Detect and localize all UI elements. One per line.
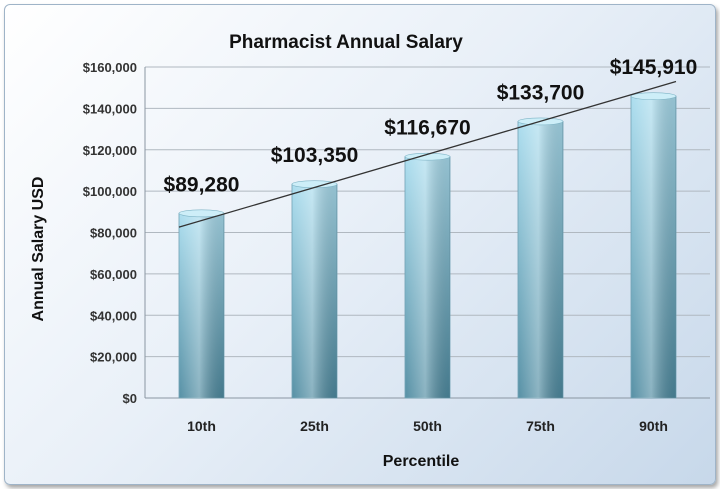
data-labels: $89,280 $103,350 $116,670 $133,700 $145,910 <box>164 56 698 196</box>
x-axis-ticks: 10th 25th 50th 75th 90th <box>187 418 668 434</box>
y-tick-label: $20,000 <box>90 350 137 365</box>
x-tick-label: 75th <box>526 418 555 434</box>
trendline-group <box>178 80 677 228</box>
bar-highlight <box>518 121 563 398</box>
x-tick-label: 50th <box>413 418 442 434</box>
bar-cap <box>404 152 451 161</box>
data-label: $89,280 <box>164 173 240 196</box>
x-tick-label: 90th <box>639 418 668 434</box>
bar-highlight <box>631 96 676 399</box>
y-tick-label: $40,000 <box>90 308 137 323</box>
y-tick-label: $60,000 <box>90 267 137 282</box>
y-axis-ticks: $0 $20,000 $40,000 $60,000 $80,000 $100,000 $1… <box>83 60 137 406</box>
chart-title: Pharmacist Annual Salary <box>229 32 463 53</box>
data-label: $145,910 <box>610 56 698 79</box>
x-tick-label: 10th <box>187 418 216 434</box>
x-axis-title: Percentile <box>383 453 460 470</box>
y-tick-label: $80,000 <box>90 226 137 241</box>
chart-frame: Pharmacist Annual Salary $0 $20,000 $40,00… <box>4 4 716 485</box>
bar-cap <box>291 180 338 188</box>
data-label: $116,670 <box>384 117 470 140</box>
x-tick-label: 25th <box>300 418 329 434</box>
bar-highlight <box>179 213 224 398</box>
bar-highlight <box>292 184 337 398</box>
y-axis-title: Annual Salary USD <box>30 177 47 322</box>
data-label: $103,350 <box>271 144 359 167</box>
bar-chart: Pharmacist Annual Salary $0 $20,000 $40,00… <box>30 32 710 470</box>
y-tick-label: $140,000 <box>83 101 137 116</box>
y-tick-label: $100,000 <box>83 184 137 199</box>
y-tick-label: $160,000 <box>83 60 137 75</box>
trendline <box>178 80 677 228</box>
y-tick-label: $0 <box>123 391 137 406</box>
data-label: $133,700 <box>497 81 585 104</box>
y-tick-label: $120,000 <box>83 143 137 158</box>
bar-highlight <box>405 156 450 398</box>
bar-cap <box>630 92 677 100</box>
bars <box>178 92 677 399</box>
